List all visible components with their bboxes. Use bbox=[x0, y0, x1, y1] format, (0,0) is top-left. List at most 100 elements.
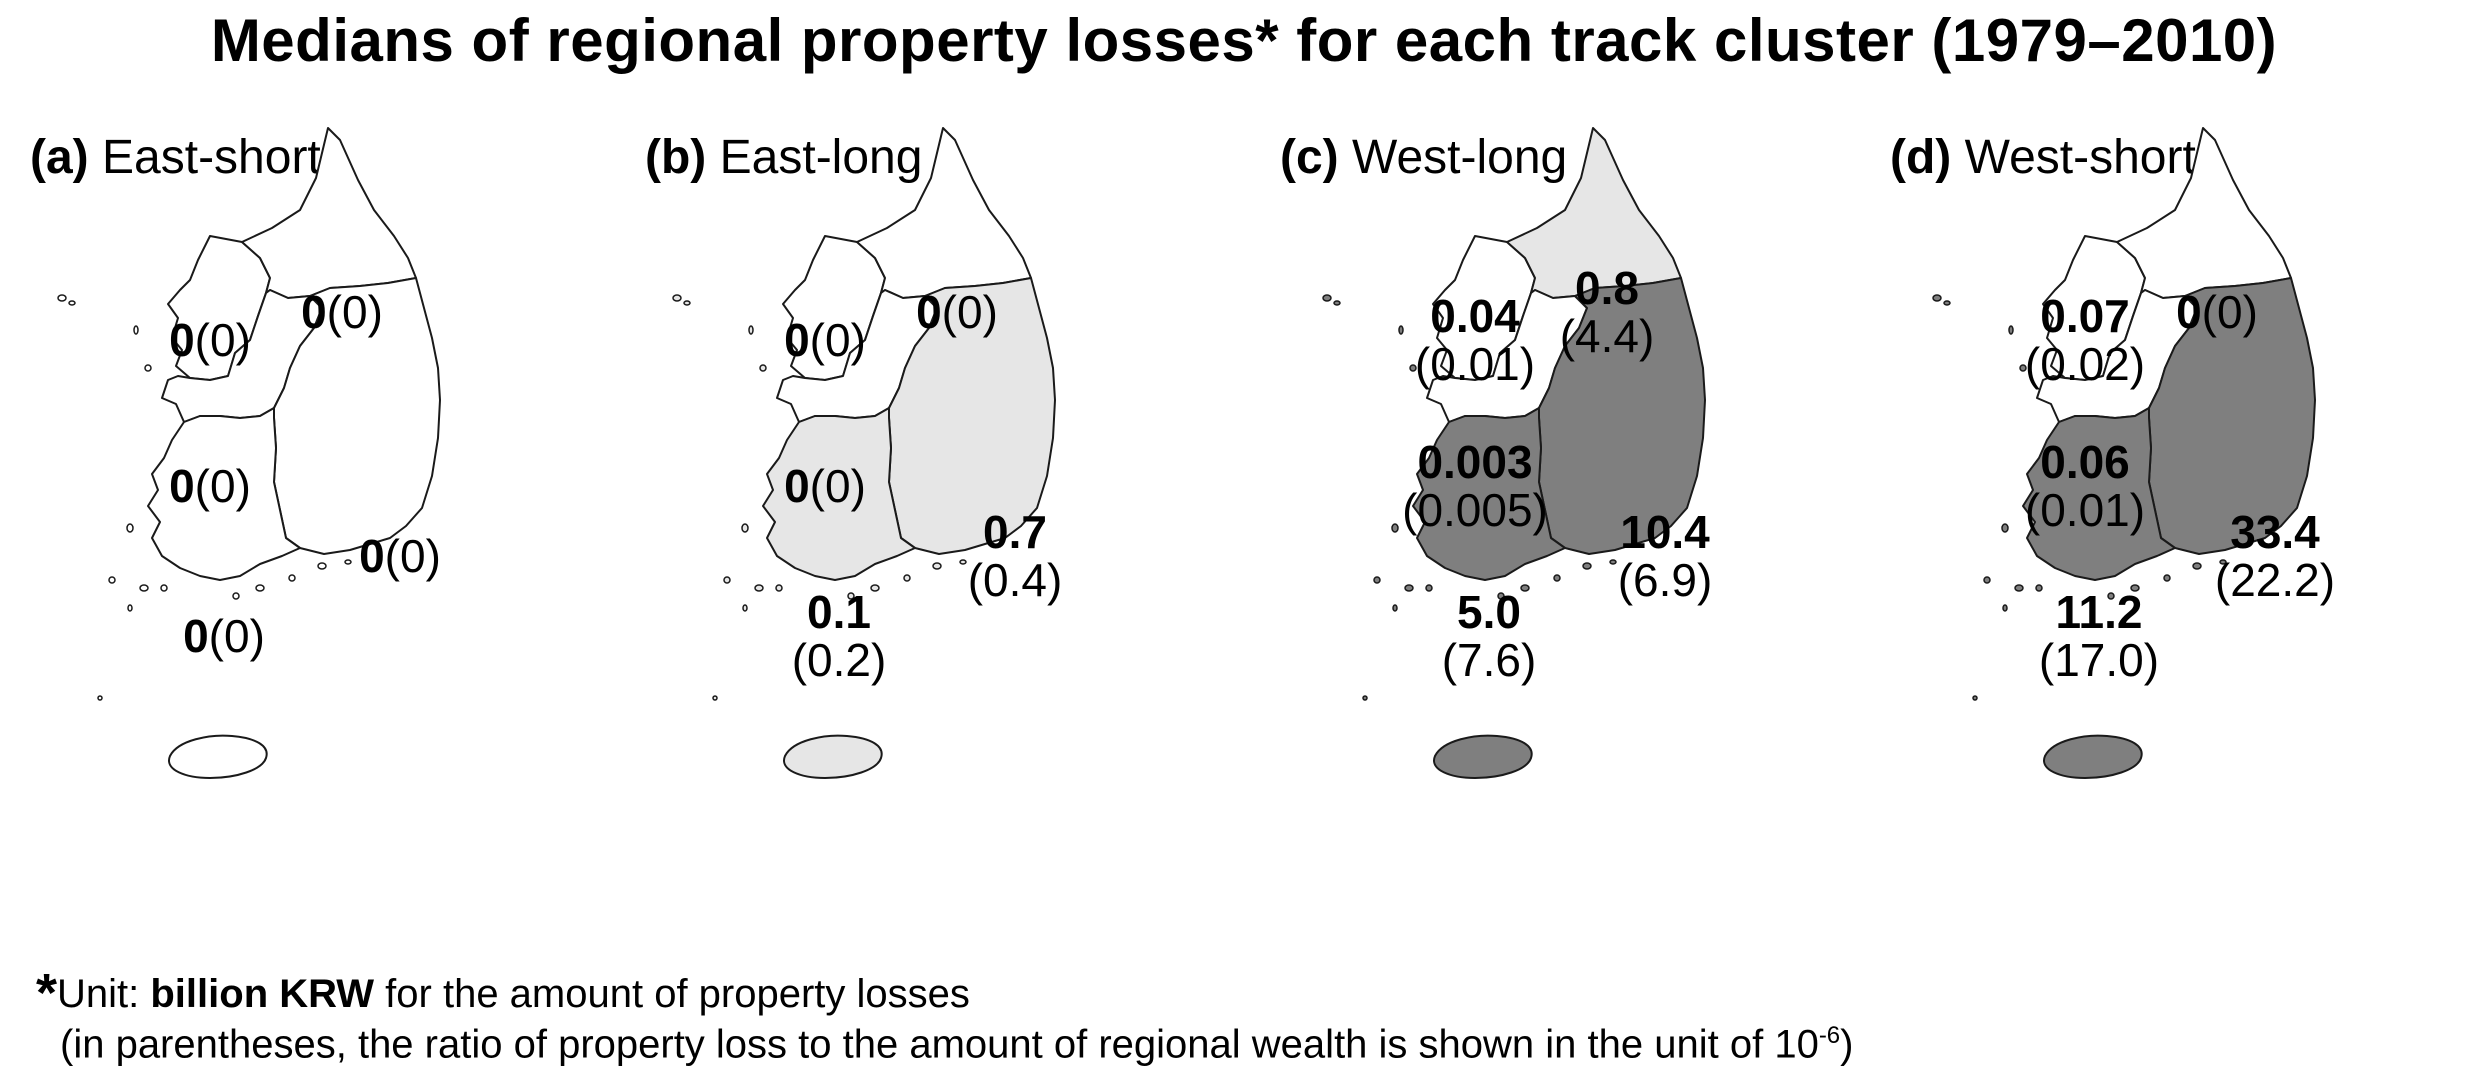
footnote-unit: *Unit: billion KRW for the amount of pro… bbox=[36, 962, 970, 1024]
label-ratio: (0) bbox=[385, 530, 441, 582]
label-north-west: 0.04 (0.01) bbox=[1415, 290, 1535, 390]
region-labels: 0.07 (0.02) 0(0) 0.06 (0.01) 33.4 (22.2) 11… bbox=[2025, 286, 2335, 686]
panel-label: (c) West-long bbox=[1280, 130, 1567, 185]
label-value: 0 bbox=[169, 314, 195, 366]
region-north-east bbox=[856, 127, 1032, 299]
label-ratio: (0) bbox=[810, 460, 866, 512]
label-ratio: (0) bbox=[2202, 286, 2258, 338]
panel-cluster-name: East-short bbox=[102, 131, 321, 184]
label-ratio: (0) bbox=[327, 286, 383, 338]
map-panel-d: (d) West-short bbox=[1890, 118, 2488, 938]
label-value: 0 bbox=[784, 460, 810, 512]
region-south-west bbox=[147, 407, 301, 581]
panel-cluster-name: East-long bbox=[719, 131, 923, 184]
region-jeju bbox=[168, 734, 268, 779]
label-east: 0.7 (0.4) bbox=[968, 506, 1063, 606]
map-panel-c: (c) West-long bbox=[1280, 118, 1880, 938]
footnote-asterisk: * bbox=[36, 963, 58, 1023]
footnote-ratio-prefix: (in parentheses, the ratio of property l… bbox=[60, 1022, 1819, 1067]
islands bbox=[1322, 294, 1617, 701]
label-ratio: (0.2) bbox=[792, 634, 887, 686]
label-value: 0 bbox=[169, 460, 195, 512]
label-ratio: (0) bbox=[810, 314, 866, 366]
label-value: 0.003 bbox=[1417, 436, 1532, 488]
label-ratio: (22.2) bbox=[2215, 554, 2335, 606]
label-south-west: 5.0 (7.6) bbox=[1442, 586, 1537, 686]
region-east bbox=[888, 277, 1056, 555]
label-central-west: 0.06 (0.01) bbox=[2025, 436, 2145, 536]
region-east bbox=[2148, 277, 2316, 555]
label-ratio: (6.9) bbox=[1618, 554, 1713, 606]
panel-cluster-name: West-long bbox=[1352, 131, 1568, 184]
panel-letter: (c) bbox=[1280, 131, 1339, 184]
label-value: 0.07 bbox=[2040, 290, 2130, 342]
label-central-west: 0(0) bbox=[169, 460, 251, 512]
korea-map: 0(0) 0(0) 0(0) 0.7 (0.4) 0.1 (0.2) bbox=[672, 127, 1062, 779]
label-north-west: 0.07 (0.02) bbox=[2025, 290, 2145, 390]
label-ratio: (0.01) bbox=[1415, 338, 1535, 390]
korea-map: 0.04 (0.01) 0.8 (4.4) 0.003 (0.005) 10.4 (6.… bbox=[1322, 127, 1712, 779]
region-north-east bbox=[2116, 127, 2292, 299]
label-south-west: 0(0) bbox=[183, 610, 265, 662]
label-ratio: (0) bbox=[942, 286, 998, 338]
footnote-unit-bold: billion KRW bbox=[150, 972, 375, 1016]
label-value: 11.2 bbox=[2056, 586, 2143, 638]
label-south-west: 11.2 (17.0) bbox=[2039, 586, 2159, 686]
label-value: 0 bbox=[916, 286, 942, 338]
panel-label: (a) East-short bbox=[30, 130, 321, 185]
label-central-west: 0(0) bbox=[784, 460, 866, 512]
label-ratio: (0) bbox=[195, 460, 251, 512]
label-value: 0.7 bbox=[983, 506, 1047, 558]
map-panel-a: (a) East-short bbox=[30, 118, 630, 938]
footnote-ratio: (in parentheses, the ratio of property l… bbox=[60, 1022, 1853, 1067]
region-jeju bbox=[2043, 734, 2143, 779]
label-ratio: (0.4) bbox=[968, 554, 1063, 606]
label-value: 0 bbox=[301, 286, 327, 338]
region-east bbox=[273, 277, 441, 555]
korea-map: 0(0) 0(0) 0(0) 0(0) 0(0) bbox=[57, 127, 441, 779]
region-south-west bbox=[2022, 407, 2176, 581]
label-value: 0.06 bbox=[2040, 436, 2130, 488]
label-ratio: (4.4) bbox=[1560, 310, 1655, 362]
label-ratio: (0) bbox=[195, 314, 251, 366]
footnote-unit-prefix: Unit: bbox=[57, 972, 151, 1016]
map-panel-b: (b) East-long bbox=[645, 118, 1245, 938]
panel-cluster-name: West-short bbox=[1964, 131, 2196, 184]
label-north-east: 0(0) bbox=[916, 286, 998, 338]
region-jeju bbox=[1433, 734, 1533, 779]
korea-map: 0.07 (0.02) 0(0) 0.06 (0.01) 33.4 (22.2) 11… bbox=[1932, 127, 2335, 779]
label-north-east: 0(0) bbox=[301, 286, 383, 338]
label-value: 0.04 bbox=[1430, 290, 1520, 342]
label-east: 0(0) bbox=[359, 530, 441, 582]
label-north-east: 0(0) bbox=[2176, 286, 2258, 338]
figure-title: Medians of regional property losses* for… bbox=[210, 7, 2278, 74]
islands bbox=[57, 294, 352, 701]
label-north-west: 0(0) bbox=[169, 314, 251, 366]
region-labels: 0.04 (0.01) 0.8 (4.4) 0.003 (0.005) 10.4 (6.… bbox=[1402, 262, 1712, 686]
label-value: 0 bbox=[784, 314, 810, 366]
label-south-west: 0.1 (0.2) bbox=[792, 586, 887, 686]
footnote-unit-suffix: for the amount of property losses bbox=[374, 972, 970, 1016]
islands bbox=[672, 294, 967, 701]
label-ratio: (0.01) bbox=[2025, 484, 2145, 536]
region-south-west bbox=[1412, 407, 1566, 581]
label-ratio: (0.02) bbox=[2025, 338, 2145, 390]
panel-label: (b) East-long bbox=[645, 130, 922, 185]
footnote-ratio-exponent: -6 bbox=[1818, 1022, 1841, 1049]
region-labels: 0(0) 0(0) 0(0) 0.7 (0.4) 0.1 (0.2) bbox=[784, 286, 1062, 686]
region-south-west bbox=[762, 407, 916, 581]
region-east bbox=[1538, 277, 1706, 555]
panel-letter: (b) bbox=[645, 131, 707, 184]
panel-letter: (a) bbox=[30, 131, 89, 184]
label-east: 10.4 (6.9) bbox=[1618, 506, 1713, 606]
label-value: 5.0 bbox=[1457, 586, 1521, 638]
footnote-ratio-suffix: ) bbox=[1840, 1022, 1854, 1067]
label-ratio: (0.005) bbox=[1402, 484, 1548, 536]
label-value: 0 bbox=[183, 610, 209, 662]
label-central-west: 0.003 (0.005) bbox=[1402, 436, 1548, 536]
islands bbox=[1932, 294, 2227, 701]
label-value: 10.4 bbox=[1620, 506, 1710, 558]
label-value: 0.1 bbox=[807, 586, 871, 638]
label-ratio: (7.6) bbox=[1442, 634, 1537, 686]
label-value: 0.8 bbox=[1575, 262, 1639, 314]
